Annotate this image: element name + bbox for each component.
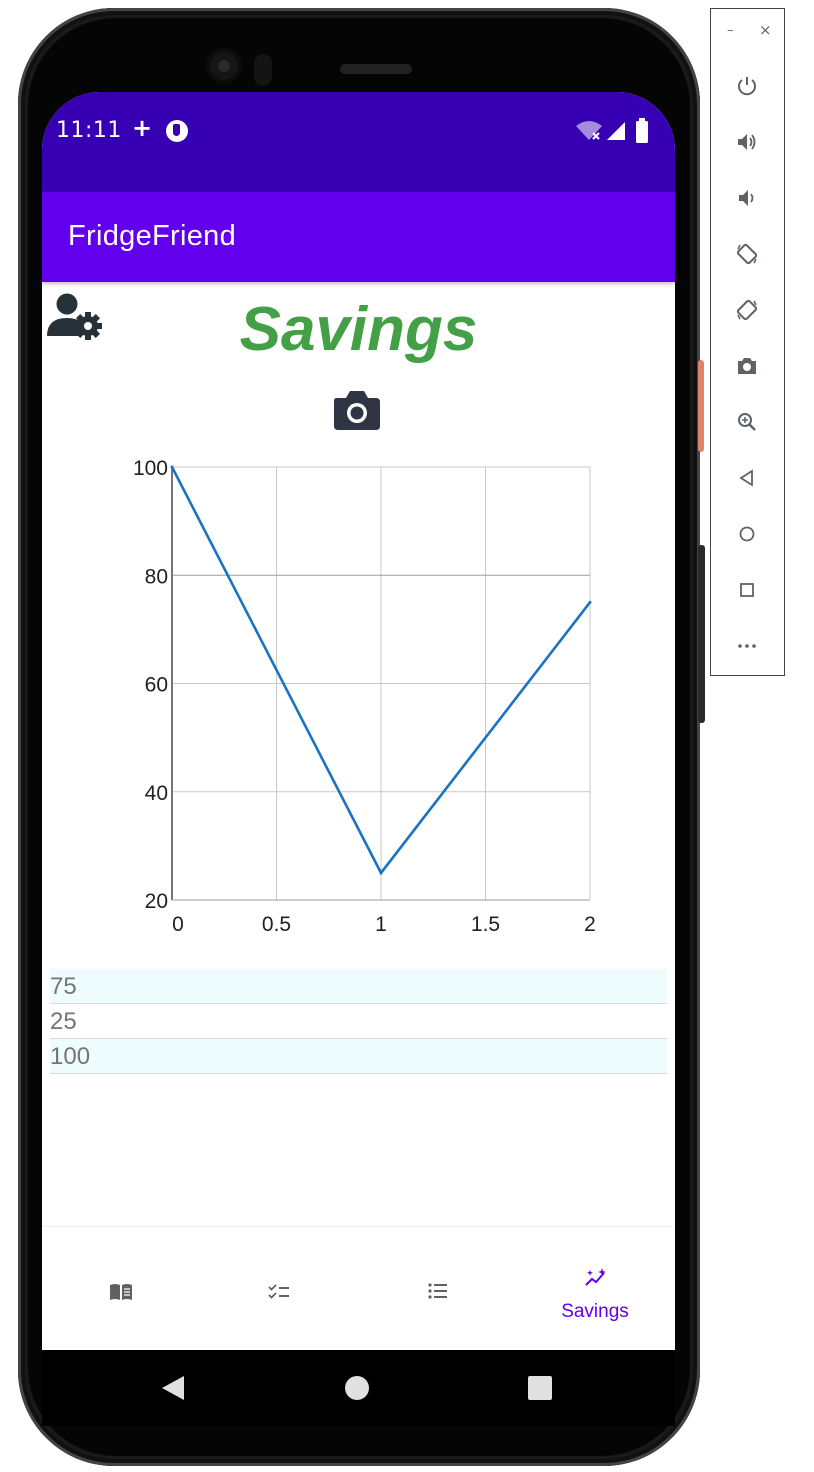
nav-label-savings: Savings (561, 1301, 629, 1322)
status-bar: 11:11 + (42, 92, 675, 192)
x-tick-label: 0.5 (262, 913, 291, 936)
app-bar: FridgeFriend (42, 192, 675, 282)
screenshot-icon (738, 358, 756, 374)
phone-screen: 11:11 + FridgeFriend (42, 92, 675, 1350)
emu-volume-down-button[interactable] (711, 177, 784, 217)
x-tick-label: 1.5 (471, 913, 500, 936)
notification-app-icon (166, 120, 188, 142)
checklist-icon (268, 1284, 289, 1299)
home-circle-icon[interactable] (344, 1375, 370, 1401)
nav-item-savings[interactable]: Savings (516, 1227, 674, 1350)
savings-chart: 0 0.5 1 1.5 2 100 80 60 40 20 (42, 452, 675, 952)
bottom-navigation: Savings (42, 1226, 675, 1350)
values-list: 75 25 100 (50, 969, 667, 1074)
emu-power-button[interactable] (711, 65, 784, 105)
emu-rotate-right-button[interactable] (711, 289, 784, 329)
list-item[interactable]: 100 (50, 1039, 667, 1074)
emu-screenshot-button[interactable] (711, 345, 784, 385)
y-tick-label: 20 (145, 890, 168, 913)
volume-side-button[interactable] (698, 545, 705, 723)
list-icon (428, 1283, 447, 1299)
app-title: FridgeFriend (68, 220, 236, 252)
book-icon (110, 1284, 132, 1300)
data-point (379, 871, 383, 875)
zoom-icon (738, 413, 756, 431)
emu-zoom-button[interactable] (711, 401, 784, 441)
rotate-left-icon (736, 243, 758, 265)
status-icons (575, 118, 665, 144)
volume-up-icon (738, 134, 756, 150)
y-tick-label: 40 (145, 782, 168, 805)
emulator-toolbar: – × (710, 8, 785, 676)
camera-icon[interactable] (332, 388, 382, 432)
system-navigation-bar (42, 1350, 675, 1426)
emu-back-button[interactable] (711, 457, 784, 497)
user-settings-icon[interactable] (46, 292, 104, 342)
close-button[interactable]: × (759, 21, 772, 39)
recents-square-icon[interactable] (528, 1376, 552, 1400)
cell-signal-icon (607, 122, 625, 140)
y-tick-label: 100 (133, 457, 168, 480)
list-item[interactable]: 25 (50, 1004, 667, 1039)
rotate-right-icon (736, 299, 758, 321)
nav-item-list[interactable] (358, 1227, 516, 1350)
x-tick-label: 1 (375, 913, 387, 936)
x-tick-label: 2 (584, 913, 596, 936)
power-icon (738, 77, 756, 96)
nav-item-checklist[interactable] (200, 1227, 358, 1350)
back-icon (739, 469, 753, 487)
more-icon (738, 644, 756, 648)
emu-overview-button[interactable] (711, 569, 784, 609)
y-tick-label: 60 (145, 674, 168, 697)
savings-sparkle-icon (585, 1268, 606, 1286)
back-triangle-icon[interactable] (160, 1374, 186, 1402)
home-icon (739, 526, 755, 542)
minimize-button[interactable]: – (727, 23, 734, 38)
plus-icon: + (132, 114, 153, 142)
wifi-off-icon (576, 121, 602, 140)
status-time: 11:11 (56, 118, 122, 143)
overview-icon (740, 583, 754, 597)
battery-icon (636, 118, 648, 143)
emu-home-button[interactable] (711, 513, 784, 553)
front-camera (206, 48, 242, 84)
chart-svg: 0 0.5 1 1.5 2 100 80 60 40 20 (133, 457, 596, 936)
list-item[interactable]: 75 (50, 969, 667, 1004)
volume-down-icon (739, 190, 754, 206)
emu-volume-up-button[interactable] (711, 121, 784, 161)
x-tick-label: 0 (172, 913, 184, 936)
data-point (588, 600, 592, 604)
earpiece-speaker (340, 64, 412, 74)
power-side-button[interactable] (698, 360, 704, 452)
data-point (170, 465, 174, 469)
emu-more-button[interactable] (711, 625, 784, 665)
nav-item-recipes[interactable] (42, 1227, 200, 1350)
emu-rotate-left-button[interactable] (711, 233, 784, 273)
page-title: Savings (239, 295, 478, 364)
y-tick-label: 80 (145, 565, 168, 588)
proximity-sensor (254, 54, 272, 86)
